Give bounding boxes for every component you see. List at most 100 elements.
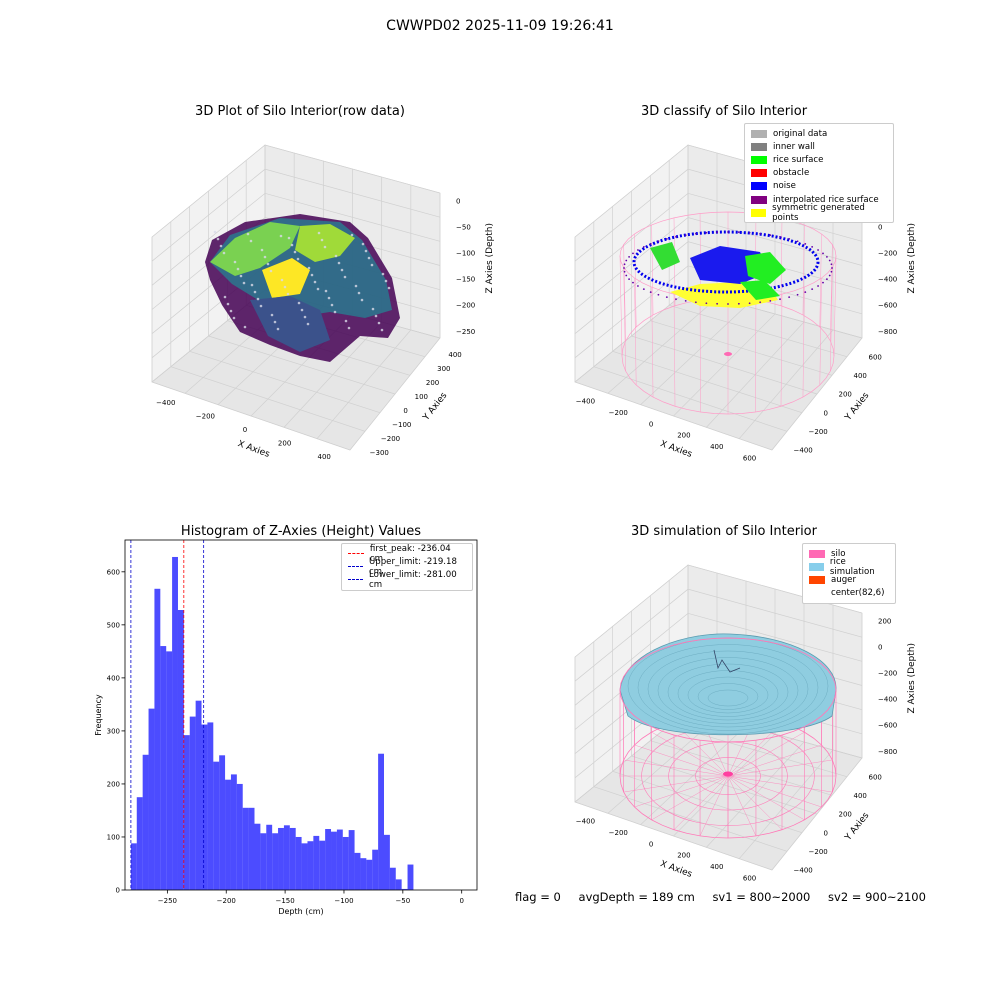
- hist-bar: [401, 888, 408, 890]
- p2-ytick: 400: [854, 372, 867, 380]
- legend-swatch: [809, 549, 825, 558]
- p4-xtick: 600: [743, 874, 756, 882]
- legend-label: rice surface: [773, 154, 824, 165]
- p2-interpolated-point: [727, 303, 729, 305]
- p4-ztick: 0: [878, 643, 882, 651]
- hist-bar: [201, 724, 208, 890]
- p2-interpolated-point: [826, 255, 828, 258]
- p2-interpolated-point: [779, 298, 781, 301]
- legend-item: obstacle: [751, 167, 887, 180]
- p1-point: [250, 283, 254, 287]
- p4-xlabel: X Axies: [659, 859, 694, 880]
- p4-ztick: −200: [878, 669, 897, 677]
- legend-item: interpolated rice surface: [751, 193, 887, 206]
- hist-xtick-label: 0: [459, 897, 463, 905]
- p1-point: [233, 260, 237, 264]
- p2-interpolated-point: [637, 285, 639, 287]
- p4-mesh-ring: [657, 657, 799, 724]
- p4-silo-floor-spoke: [623, 775, 729, 793]
- hist-bar: [148, 708, 155, 890]
- p2-silo-rib: [755, 298, 757, 413]
- p2-interpolated-point: [737, 231, 740, 234]
- panel1-title: 3D Plot of Silo Interior(row data): [195, 104, 405, 119]
- p1-point: [306, 322, 310, 326]
- legend-label: auger: [831, 574, 856, 585]
- hist-xtick-label: −100: [334, 897, 353, 905]
- legend-swatch: [348, 579, 363, 581]
- p1-point: [344, 319, 348, 323]
- p1-point: [324, 289, 328, 293]
- legend-label: noise: [773, 181, 796, 192]
- p2-interpolated-point: [769, 234, 772, 237]
- p2-interpolated-point: [642, 245, 645, 248]
- p1-point: [259, 304, 263, 308]
- avg-depth-text: avgDepth = 189 cm: [578, 890, 695, 904]
- p1-point: [242, 281, 246, 285]
- p1-point: [357, 291, 361, 295]
- p2-interpolated-point: [788, 296, 791, 299]
- hist-bar: [289, 827, 296, 890]
- p2-interpolated-point: [788, 237, 791, 240]
- p4-silo-top-ring: [619, 637, 837, 743]
- p2-interpolated-point: [817, 249, 819, 251]
- p4-silo-floor-spoke: [623, 759, 729, 777]
- p4-ytick: 0: [824, 829, 828, 837]
- p2-rice-surface: [745, 252, 786, 284]
- legend-item: inner wall: [751, 140, 887, 153]
- p1-point: [374, 314, 378, 318]
- p2-silo-rib: [619, 255, 623, 357]
- p4-ytick: −400: [794, 867, 813, 875]
- legend-item: auger: [809, 573, 889, 586]
- p4-xtick: 400: [710, 863, 723, 871]
- p1-point: [360, 298, 364, 302]
- p2-classified-points: [619, 211, 837, 415]
- p2-interpolated-point: [623, 270, 626, 273]
- p2-silo-rib: [833, 255, 837, 357]
- hist-bar: [242, 807, 249, 890]
- p4-mesh-ring: [687, 676, 769, 714]
- p1-ytick: −100: [392, 421, 411, 429]
- p4-mesh-ring: [647, 650, 809, 728]
- hist-bar: [248, 807, 255, 890]
- p1-point: [377, 321, 381, 325]
- legend-label: center(82,6): [831, 588, 885, 599]
- legend-swatch: [809, 589, 825, 597]
- legend-item: original data: [751, 127, 887, 140]
- p1-point: [213, 230, 217, 234]
- panel4-title: 3D simulation of Silo Interior: [631, 524, 817, 539]
- panel2-title: 3D classify of Silo Interior: [640, 104, 808, 119]
- p1-point: [256, 297, 260, 301]
- p1-surface-lime: [295, 224, 355, 262]
- p1-zlabel: Z Axies (Depth): [485, 223, 495, 294]
- p2-interpolated-point: [716, 231, 719, 234]
- legend-swatch: [751, 142, 767, 151]
- legend-item: rice surface: [751, 153, 887, 166]
- p1-point: [330, 303, 334, 307]
- histogram-title: Histogram of Z-Axies (Height) Values: [180, 524, 422, 539]
- p1-ytick: 200: [426, 379, 439, 387]
- hist-bar: [177, 610, 184, 890]
- p1-point: [370, 263, 374, 267]
- legend-item: rice simulation: [809, 557, 889, 577]
- p4-silo-floor-spoke: [727, 759, 833, 777]
- p1-ytick: 400: [448, 351, 461, 359]
- p4-rice-surface: [619, 633, 837, 736]
- p4-mesh-ring: [697, 683, 759, 710]
- p1-point: [239, 274, 243, 278]
- hist-ytick-label: 200: [107, 780, 120, 788]
- hist-bar: [225, 779, 231, 890]
- p4-xtick: 200: [677, 852, 690, 860]
- p2-interpolated-point: [705, 231, 708, 234]
- p1-point: [286, 292, 290, 296]
- hist-xtick-label: −50: [395, 897, 410, 905]
- p2-zlabel: Z Axies (Depth): [907, 223, 917, 294]
- p1-point: [367, 256, 371, 260]
- p1-point: [381, 272, 385, 276]
- p4-ytick: 600: [869, 773, 882, 781]
- legend-item: Lower_limit: -281.00 cm: [348, 570, 466, 590]
- p2-interpolated-point: [759, 301, 762, 304]
- p2-interpolated-point: [684, 299, 687, 302]
- hist-bar: [295, 836, 302, 890]
